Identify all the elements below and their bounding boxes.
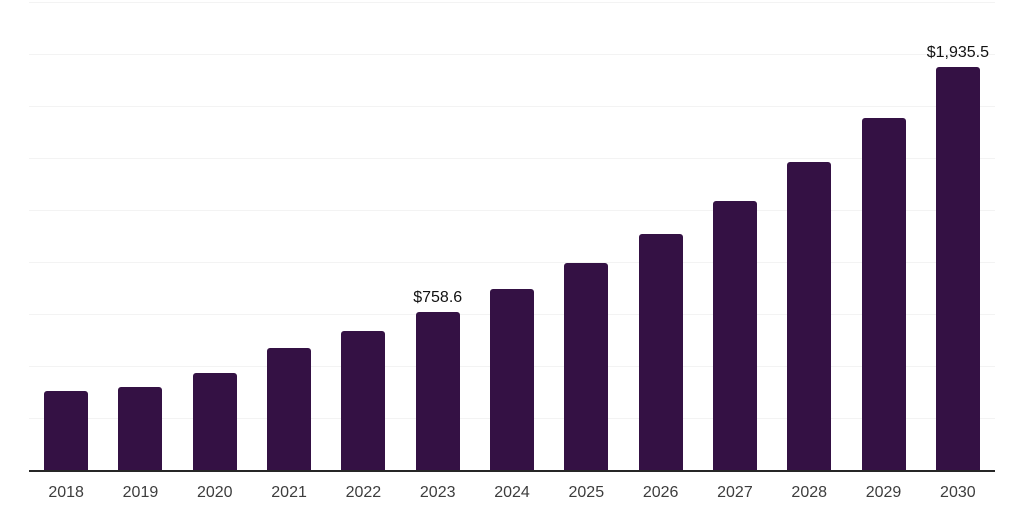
bar-2023 [415, 312, 460, 470]
x-tick-label-2021: 2021 [271, 484, 307, 501]
x-axis: 2018 2019 2020 2021 2022 2023 2024 2025 2026 2027… [29, 482, 995, 508]
bar-2026 [638, 233, 683, 470]
bar-2022 [341, 331, 386, 470]
x-tick-label-2019: 2019 [122, 484, 159, 501]
bar-value-label-2030: $1,935.5 [926, 44, 989, 62]
gridline [29, 106, 995, 107]
x-tick-label-2024: 2024 [494, 484, 530, 501]
x-tick-label-2028: 2028 [791, 484, 828, 501]
bar-2029 [861, 117, 906, 470]
x-tick-label-2023: 2023 [419, 484, 456, 501]
bar-2019 [118, 386, 163, 470]
bar-2021 [267, 348, 312, 470]
gridline [29, 2, 995, 3]
bar-2027 [712, 200, 757, 470]
x-tick-label-2030: 2030 [940, 484, 976, 501]
gridline [29, 262, 995, 263]
gridline [29, 54, 995, 55]
bar-2020 [192, 372, 237, 470]
x-tick-label-2022: 2022 [345, 484, 382, 501]
x-tick-label-2026: 2026 [642, 484, 679, 501]
x-tick-label-2020: 2020 [196, 484, 233, 501]
x-tick-label-2029: 2029 [865, 484, 902, 501]
x-tick-label-2027: 2027 [717, 484, 753, 501]
bar-value-label-2023: $758.6 [413, 289, 463, 307]
gridline [29, 210, 995, 211]
gridline [29, 158, 995, 159]
plot-area: $758.6 $1,935.5 [29, 2, 995, 472]
bar-2024 [490, 289, 534, 470]
x-tick-label-2025: 2025 [568, 484, 605, 501]
bar-2028 [787, 161, 832, 470]
bar-2030 [935, 67, 980, 470]
bar-2018 [44, 390, 89, 470]
x-tick-label-2018: 2018 [48, 484, 84, 501]
bar-2025 [564, 263, 609, 470]
